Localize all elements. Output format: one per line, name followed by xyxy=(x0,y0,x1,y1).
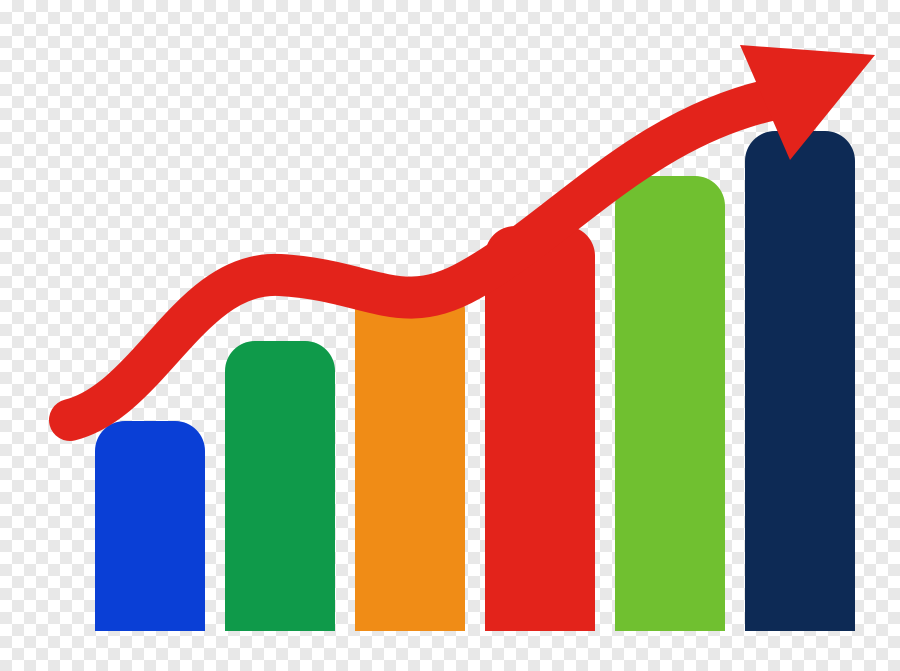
bar-5 xyxy=(615,176,725,631)
bar-1 xyxy=(95,421,205,631)
bar-3 xyxy=(355,281,465,631)
bars-group xyxy=(0,0,900,671)
growth-bar-chart xyxy=(0,0,900,671)
bar-4 xyxy=(485,226,595,631)
bar-6 xyxy=(745,131,855,631)
bar-2 xyxy=(225,341,335,631)
